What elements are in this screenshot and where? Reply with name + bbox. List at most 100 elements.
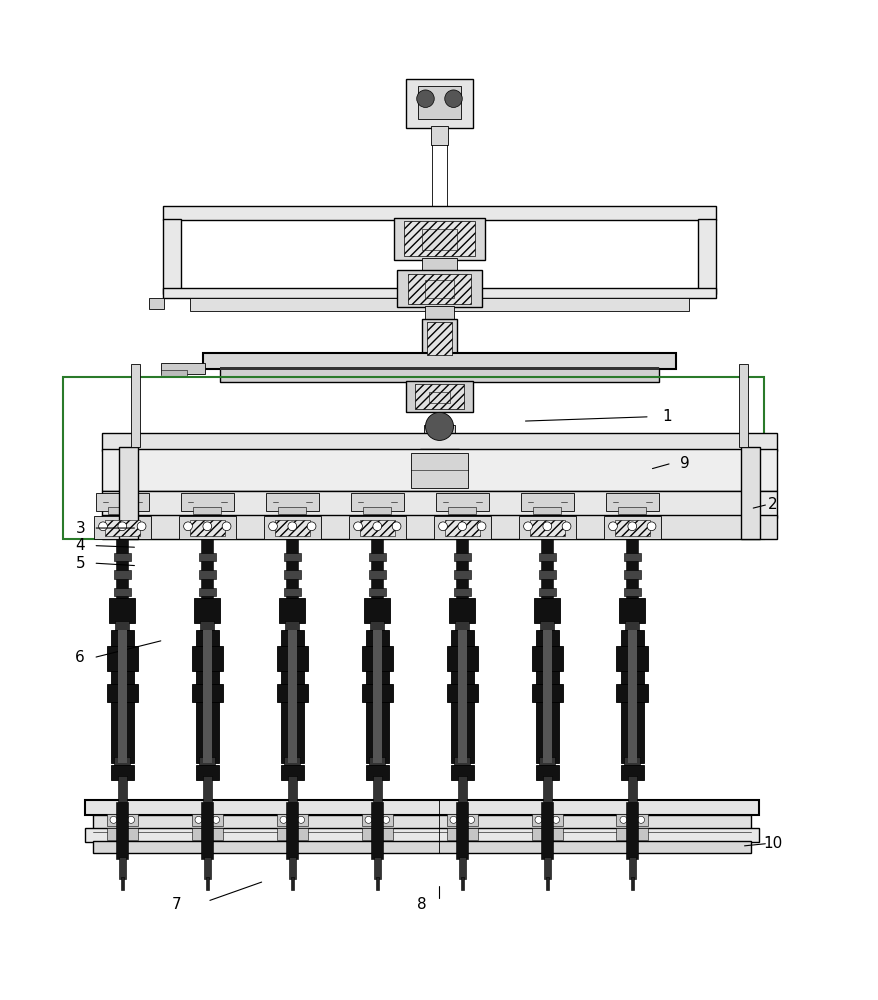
Bar (278, 507, 306, 514)
Bar (536, 765, 558, 780)
Bar (203, 353, 675, 369)
Bar (161, 363, 205, 374)
Circle shape (364, 816, 371, 823)
Bar (84, 828, 759, 842)
Text: 6: 6 (76, 650, 85, 665)
Bar (625, 802, 637, 859)
Bar (115, 621, 129, 633)
Bar (420, 449, 458, 468)
Bar (450, 630, 473, 763)
Circle shape (627, 522, 636, 531)
Circle shape (118, 522, 126, 531)
Bar (453, 553, 471, 561)
Circle shape (110, 816, 117, 823)
Text: 9: 9 (680, 456, 689, 471)
Bar (538, 553, 556, 561)
Bar (538, 588, 556, 596)
Circle shape (535, 816, 542, 823)
Circle shape (619, 816, 626, 823)
Bar (418, 277, 460, 300)
Bar (434, 516, 490, 539)
Bar (529, 520, 565, 536)
Bar (450, 765, 473, 780)
Bar (131, 364, 140, 447)
Bar (361, 814, 392, 826)
Bar (62, 377, 763, 539)
Bar (536, 630, 558, 763)
Bar (404, 221, 474, 256)
Bar (275, 520, 309, 536)
Bar (458, 857, 465, 879)
Bar (84, 800, 759, 815)
Bar (368, 570, 385, 579)
Bar (456, 802, 468, 859)
Bar (533, 507, 561, 514)
Bar (263, 516, 320, 539)
Circle shape (444, 90, 462, 107)
Circle shape (457, 522, 466, 531)
Bar (284, 588, 300, 596)
Circle shape (184, 522, 192, 531)
Circle shape (212, 816, 220, 823)
Bar (518, 516, 575, 539)
Bar (161, 370, 187, 377)
Bar (106, 814, 138, 826)
Bar (277, 814, 307, 826)
Bar (427, 322, 451, 355)
Text: 3: 3 (76, 521, 85, 536)
Bar (543, 857, 551, 879)
Circle shape (127, 816, 134, 823)
Bar (279, 598, 305, 623)
Bar (201, 802, 213, 859)
Bar (697, 219, 715, 294)
Bar (102, 433, 776, 451)
Bar (406, 381, 472, 412)
Bar (457, 776, 466, 802)
Bar (205, 877, 209, 890)
Circle shape (288, 522, 297, 531)
Circle shape (646, 522, 655, 531)
Bar (119, 857, 126, 879)
Bar (623, 553, 640, 561)
Bar (531, 828, 563, 840)
Bar (369, 757, 385, 767)
Bar (163, 206, 715, 220)
Bar (203, 630, 212, 763)
Circle shape (552, 816, 559, 823)
Bar (198, 553, 216, 561)
Bar (284, 757, 300, 767)
Bar (194, 598, 220, 623)
Bar (349, 516, 406, 539)
Bar (191, 814, 223, 826)
Circle shape (298, 816, 304, 823)
Bar (617, 507, 645, 514)
Bar (96, 493, 148, 511)
Bar (421, 258, 457, 272)
Bar (109, 598, 135, 623)
Bar (106, 828, 138, 840)
Bar (365, 630, 388, 763)
Bar (277, 828, 307, 840)
Bar (108, 507, 136, 514)
Bar (446, 814, 478, 826)
Bar (193, 507, 221, 514)
Bar (190, 520, 225, 536)
Bar (740, 447, 759, 539)
Text: 5: 5 (76, 556, 85, 571)
Bar (106, 646, 138, 671)
Bar (539, 757, 555, 767)
Bar (620, 765, 643, 780)
Circle shape (562, 522, 571, 531)
Bar (627, 776, 636, 802)
Bar (738, 364, 747, 447)
Bar (102, 449, 776, 491)
Bar (538, 570, 556, 579)
Bar (540, 621, 554, 633)
Bar (111, 765, 133, 780)
Bar (196, 630, 219, 763)
Circle shape (195, 816, 202, 823)
Bar (203, 776, 212, 802)
Bar (423, 425, 455, 439)
Bar (421, 319, 457, 358)
Bar (119, 447, 138, 539)
